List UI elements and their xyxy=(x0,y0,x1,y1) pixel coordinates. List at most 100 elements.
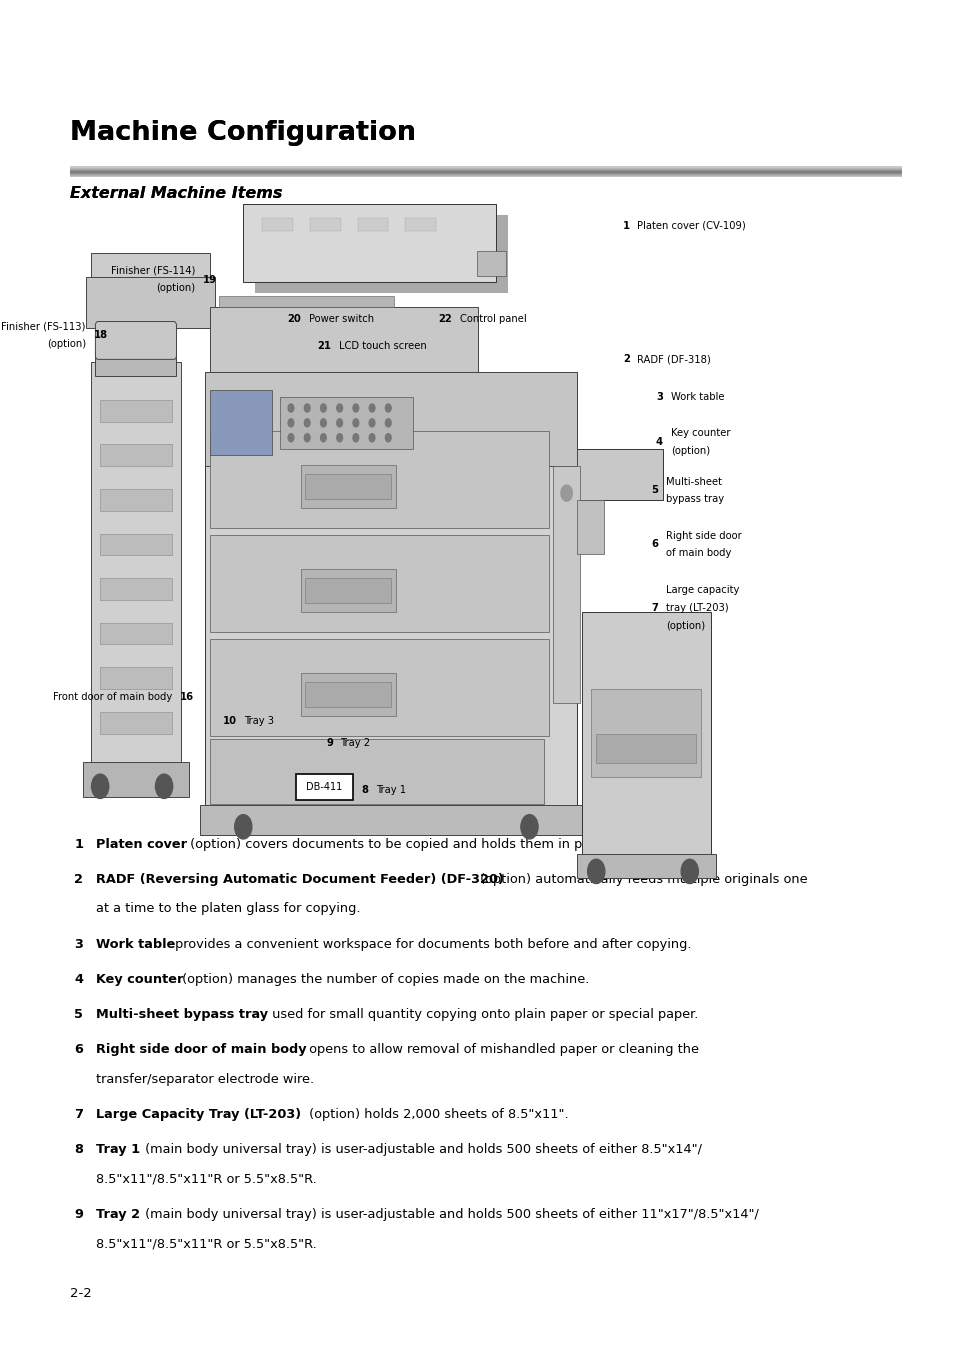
Bar xyxy=(205,372,577,466)
Text: 2: 2 xyxy=(622,354,629,365)
Text: 16: 16 xyxy=(180,692,194,703)
Bar xyxy=(70,170,901,172)
Text: (option) automatically feeds multiple originals one: (option) automatically feeds multiple or… xyxy=(476,873,806,886)
Circle shape xyxy=(336,404,342,412)
Bar xyxy=(210,535,548,632)
Text: Tray 3: Tray 3 xyxy=(244,716,274,727)
Text: Work table: Work table xyxy=(96,938,175,951)
Bar xyxy=(70,168,901,169)
Text: 8: 8 xyxy=(361,785,368,796)
Bar xyxy=(210,390,272,455)
Text: 4: 4 xyxy=(74,973,83,986)
Bar xyxy=(91,253,210,277)
Bar xyxy=(210,431,548,528)
Text: Tray 2: Tray 2 xyxy=(96,1208,140,1221)
Bar xyxy=(70,169,901,170)
Bar xyxy=(70,166,901,169)
Bar xyxy=(70,174,901,176)
Text: 7: 7 xyxy=(74,1108,83,1121)
Bar xyxy=(262,218,293,231)
Bar xyxy=(70,168,901,169)
Text: 3: 3 xyxy=(656,392,662,403)
Bar xyxy=(305,682,391,707)
Circle shape xyxy=(320,419,326,427)
Text: External Machine Items: External Machine Items xyxy=(70,186,282,201)
Text: 8: 8 xyxy=(74,1143,83,1156)
Bar xyxy=(210,639,548,736)
FancyBboxPatch shape xyxy=(95,322,176,359)
Text: (main body universal tray) is user-adjustable and holds 500 sheets of either 11": (main body universal tray) is user-adjus… xyxy=(141,1208,758,1221)
Bar xyxy=(243,204,496,282)
Bar xyxy=(553,466,579,703)
Bar xyxy=(210,307,477,372)
Bar xyxy=(210,739,543,804)
Bar xyxy=(70,168,901,169)
Bar xyxy=(70,172,901,173)
Bar xyxy=(200,805,581,835)
Circle shape xyxy=(288,434,294,442)
Circle shape xyxy=(520,815,537,839)
Text: LCD touch screen: LCD touch screen xyxy=(338,340,426,351)
Bar xyxy=(70,174,901,176)
Text: 10: 10 xyxy=(222,716,236,727)
Text: opens to allow removal of mishandled paper or cleaning the: opens to allow removal of mishandled pap… xyxy=(304,1043,698,1056)
Text: 1: 1 xyxy=(622,220,629,231)
Bar xyxy=(70,176,901,177)
Text: (option) covers documents to be copied and holds them in place.: (option) covers documents to be copied a… xyxy=(186,838,612,851)
Text: (main body universal tray) is user-adjustable and holds 500 sheets of either 8.5: (main body universal tray) is user-adjus… xyxy=(141,1143,701,1156)
Text: 6: 6 xyxy=(74,1043,83,1056)
Bar xyxy=(70,169,901,170)
Text: RADF (Reversing Automatic Document Feeder) (DF-320): RADF (Reversing Automatic Document Feede… xyxy=(96,873,504,886)
Text: 22: 22 xyxy=(438,313,452,324)
Bar xyxy=(476,251,505,276)
Text: Large Capacity Tray (LT-203): Large Capacity Tray (LT-203) xyxy=(96,1108,301,1121)
Bar xyxy=(100,400,172,422)
Bar xyxy=(300,673,395,716)
Circle shape xyxy=(385,434,391,442)
Text: 5: 5 xyxy=(651,485,658,496)
Bar xyxy=(70,172,901,174)
Text: tray (LT-203): tray (LT-203) xyxy=(665,603,728,613)
Bar xyxy=(596,734,696,763)
Circle shape xyxy=(320,434,326,442)
Bar xyxy=(100,444,172,466)
Bar xyxy=(70,169,901,172)
Bar xyxy=(70,168,901,169)
Bar xyxy=(70,168,901,169)
Text: 3: 3 xyxy=(74,938,83,951)
Text: Platen cover: Platen cover xyxy=(96,838,188,851)
Text: Tray 1: Tray 1 xyxy=(375,785,406,796)
Bar xyxy=(300,465,395,508)
Bar xyxy=(100,623,172,644)
Circle shape xyxy=(320,404,326,412)
Text: 18: 18 xyxy=(93,330,108,340)
Text: Platen cover (CV-109): Platen cover (CV-109) xyxy=(637,220,745,231)
Bar xyxy=(70,170,901,173)
Circle shape xyxy=(234,815,252,839)
Text: 20: 20 xyxy=(288,313,301,324)
Text: 5: 5 xyxy=(74,1008,83,1021)
Circle shape xyxy=(155,774,172,798)
Bar xyxy=(70,172,901,173)
Text: Right side door: Right side door xyxy=(665,531,740,540)
Bar xyxy=(577,500,603,554)
Bar xyxy=(100,534,172,555)
Bar xyxy=(70,169,901,170)
Text: 21: 21 xyxy=(316,340,331,351)
Text: Tray 1: Tray 1 xyxy=(96,1143,140,1156)
Text: at a time to the platen glass for copying.: at a time to the platen glass for copyin… xyxy=(96,902,360,916)
Circle shape xyxy=(560,485,572,501)
Circle shape xyxy=(353,404,358,412)
Text: 7: 7 xyxy=(651,603,658,613)
Text: RADF (DF-318): RADF (DF-318) xyxy=(637,354,710,365)
Bar xyxy=(591,689,700,777)
Text: transfer/separator electrode wire.: transfer/separator electrode wire. xyxy=(96,1073,314,1086)
Text: (option): (option) xyxy=(665,620,704,631)
Text: Power switch: Power switch xyxy=(309,313,374,324)
Bar xyxy=(70,174,901,176)
Circle shape xyxy=(304,434,310,442)
Bar xyxy=(577,854,715,878)
Bar xyxy=(357,218,388,231)
Text: 1: 1 xyxy=(74,838,83,851)
Bar xyxy=(100,712,172,734)
